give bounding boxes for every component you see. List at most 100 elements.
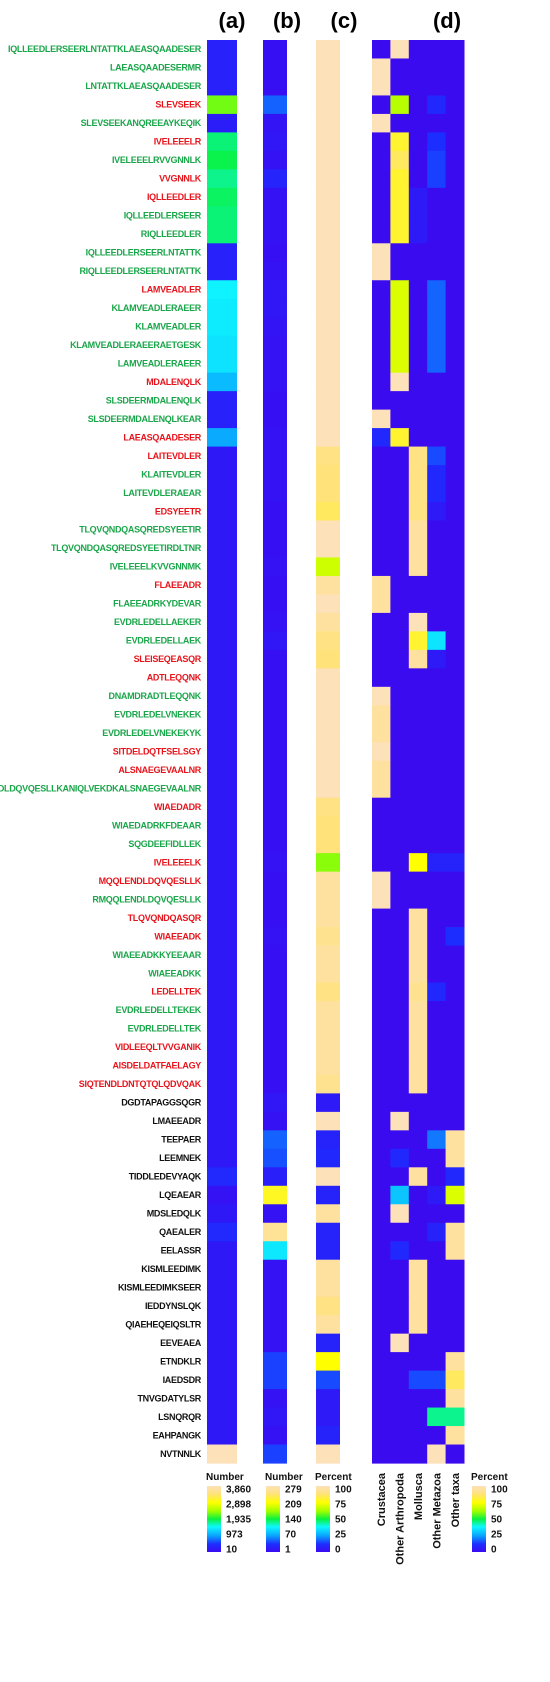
cell-d-0 bbox=[372, 224, 391, 244]
cell-d-3 bbox=[427, 1056, 447, 1076]
cell-d-3 bbox=[427, 538, 447, 559]
cell-d-4 bbox=[445, 335, 465, 355]
cell-d-0 bbox=[372, 354, 391, 374]
cell-d-0 bbox=[372, 982, 391, 1002]
legend-tick: 100 bbox=[335, 1485, 352, 1496]
cell-d-0 bbox=[372, 816, 391, 836]
cell-d-1 bbox=[390, 40, 410, 60]
legend-tick: 140 bbox=[285, 1515, 302, 1526]
cell-d-4 bbox=[445, 742, 465, 762]
cell-b bbox=[263, 797, 287, 817]
panel-c-title: (c) bbox=[331, 8, 358, 33]
row-label: RIQLLEEDLERSEERLNTATTK bbox=[79, 266, 201, 276]
cell-d-2 bbox=[408, 853, 428, 873]
cell-a bbox=[207, 1259, 237, 1279]
row-label: SLEVSEEK bbox=[155, 100, 201, 110]
cell-d-2 bbox=[408, 816, 428, 836]
cell-d-0 bbox=[372, 132, 391, 152]
cell-b bbox=[263, 834, 287, 854]
cell-b bbox=[263, 631, 287, 651]
peptide-labels: IQLLEEDLERSEERLNTATTKLAEASQAADESERLAEASQ… bbox=[0, 44, 202, 1459]
legend-title: Percent bbox=[471, 1472, 508, 1483]
cell-b bbox=[263, 150, 287, 170]
cell-d-4 bbox=[445, 797, 465, 817]
row-label: FLAEEADR bbox=[154, 580, 201, 590]
cell-d-1 bbox=[390, 890, 410, 910]
cell-b bbox=[263, 261, 287, 281]
cell-b bbox=[263, 391, 287, 411]
cell-d-2 bbox=[408, 132, 428, 152]
cell-d-1 bbox=[390, 964, 410, 984]
cell-d-1 bbox=[390, 1389, 410, 1409]
cell-d-4 bbox=[445, 1167, 465, 1187]
cell-d-2 bbox=[408, 557, 428, 577]
cell-b bbox=[263, 760, 287, 780]
cell-d-3 bbox=[427, 686, 447, 706]
cell-a bbox=[207, 723, 237, 743]
cell-d-3 bbox=[427, 1426, 447, 1446]
cell-a bbox=[207, 1185, 237, 1205]
cell-d-4 bbox=[445, 557, 465, 577]
cell-d-1 bbox=[390, 335, 410, 355]
cell-d-0 bbox=[372, 705, 391, 725]
cell-d-4 bbox=[445, 612, 465, 632]
cell-d-3 bbox=[427, 1222, 447, 1242]
cell-d-1 bbox=[390, 908, 410, 928]
row-label: TLQVQNDQASQR bbox=[128, 913, 202, 923]
cell-d-4 bbox=[445, 538, 465, 559]
cell-d-2 bbox=[408, 391, 428, 411]
cell-b bbox=[263, 871, 287, 891]
legend-tick: 0 bbox=[335, 1545, 341, 1556]
cell-d-3 bbox=[427, 612, 447, 632]
cell-a bbox=[207, 1148, 237, 1168]
cell-c bbox=[316, 1000, 340, 1021]
cell-b bbox=[263, 1148, 287, 1168]
row-label: ETNDKLR bbox=[160, 1356, 202, 1366]
cell-d-1 bbox=[390, 261, 410, 281]
row-label: LAITEVDLERAEAR bbox=[123, 488, 202, 498]
cell-d-2 bbox=[408, 890, 428, 910]
cell-d-0 bbox=[372, 1111, 391, 1131]
row-label: LSNQRQR bbox=[158, 1412, 202, 1422]
cell-d-4 bbox=[445, 816, 465, 836]
row-label: LEEMNEK bbox=[159, 1153, 202, 1163]
cell-d-4 bbox=[445, 280, 465, 300]
legend-tick: 70 bbox=[285, 1530, 297, 1541]
cell-d-4 bbox=[445, 1315, 465, 1335]
cell-d-3 bbox=[427, 1204, 447, 1224]
cell-d-4 bbox=[445, 372, 465, 392]
cell-b bbox=[263, 1444, 287, 1464]
cell-d-3 bbox=[427, 853, 447, 873]
cell-a bbox=[207, 1056, 237, 1076]
row-label: TIDDLEDEVYAQK bbox=[129, 1172, 202, 1182]
cell-c bbox=[316, 964, 340, 984]
cell-c bbox=[316, 169, 340, 189]
cell-d-4 bbox=[445, 76, 465, 97]
cell-b bbox=[263, 723, 287, 743]
row-label: IQLLEEDLER bbox=[147, 192, 202, 202]
row-label: EVDRLEDELLAEKER bbox=[114, 617, 202, 627]
cell-a bbox=[207, 1222, 237, 1242]
cell-a bbox=[207, 1130, 237, 1150]
legend-tick: 1 bbox=[285, 1545, 291, 1556]
cell-d-4 bbox=[445, 1056, 465, 1076]
cell-b bbox=[263, 1370, 287, 1390]
cell-d-2 bbox=[408, 446, 428, 466]
cell-d-4 bbox=[445, 1148, 465, 1168]
cell-d-3 bbox=[427, 298, 447, 318]
cell-d-4 bbox=[445, 1111, 465, 1131]
cell-a bbox=[207, 557, 237, 577]
cell-d-0 bbox=[372, 465, 391, 485]
cell-d-4 bbox=[445, 298, 465, 318]
row-label: KLAMVEADLERAEER bbox=[111, 303, 201, 313]
cell-d-3 bbox=[427, 317, 447, 337]
row-label: LAMVEADLER bbox=[142, 285, 202, 295]
cell-a bbox=[207, 927, 237, 947]
cell-c bbox=[316, 1093, 340, 1113]
cell-c bbox=[316, 1333, 340, 1353]
cell-d-2 bbox=[408, 723, 428, 743]
cell-d-4 bbox=[445, 1185, 465, 1205]
legend-tick: 3,860 bbox=[226, 1485, 251, 1496]
row-label: QAEALER bbox=[159, 1227, 202, 1237]
cell-d-2 bbox=[408, 1130, 428, 1150]
